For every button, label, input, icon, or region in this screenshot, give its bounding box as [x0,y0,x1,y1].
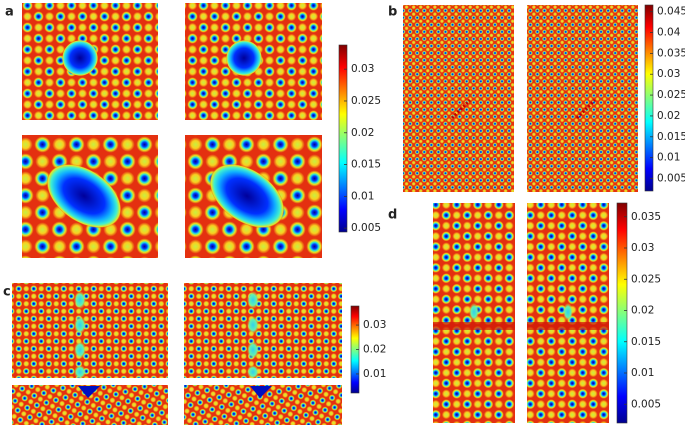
tick-label: 0.045 [657,6,685,18]
colorbar [644,4,654,192]
defect [40,156,128,236]
panel-label: d [388,208,397,223]
tick-label: 0.035 [631,211,661,223]
tick-label: 0.005 [631,398,661,410]
field-image [403,5,514,192]
tick-label: 0.03 [631,242,654,254]
panel-label: a [5,5,14,20]
defect [203,156,291,236]
tick-label: 0.04 [657,27,681,39]
tick-label: 0.035 [657,47,685,59]
tick-label: 0.02 [351,127,374,139]
tick-label: 0.01 [657,152,680,164]
images [12,3,638,425]
defects [40,35,609,398]
tick-label: 0.015 [351,159,381,171]
tick-label: 0.03 [657,68,680,80]
defect [575,98,597,120]
tick-label: 0.02 [657,110,680,122]
tick-label: 0.005 [351,222,381,234]
colorbar [338,44,348,233]
field-image [12,283,168,378]
tick-label: 0.01 [351,190,374,202]
tick-label: 0.025 [657,89,685,101]
field-image [184,283,342,378]
tick-label: 0.02 [363,344,386,356]
field-image [527,5,638,192]
tick-label: 0.02 [631,305,654,317]
defect [450,98,472,120]
panel-label: c [3,285,11,300]
annotations: a 0.005 0.01 0.015 0.02 0.025 0.03 b 0.005 0.01 0.… [3,5,685,424]
tick-label: 0.03 [351,63,374,75]
defect [221,35,267,81]
tick-label: 0.015 [657,131,685,143]
tick-label: 0.005 [657,172,685,184]
tick-label: 0.01 [363,368,386,380]
colorbar [616,202,628,424]
tick-label: 0.025 [631,273,661,285]
defect [433,303,609,330]
panel-label: b [388,5,397,20]
tick-label: 0.015 [631,336,661,348]
tick-label: 0.025 [351,95,381,107]
tick-label: 0.01 [631,367,654,379]
defect [74,291,272,398]
tick-label: 0.03 [363,319,386,331]
defect [57,35,103,81]
